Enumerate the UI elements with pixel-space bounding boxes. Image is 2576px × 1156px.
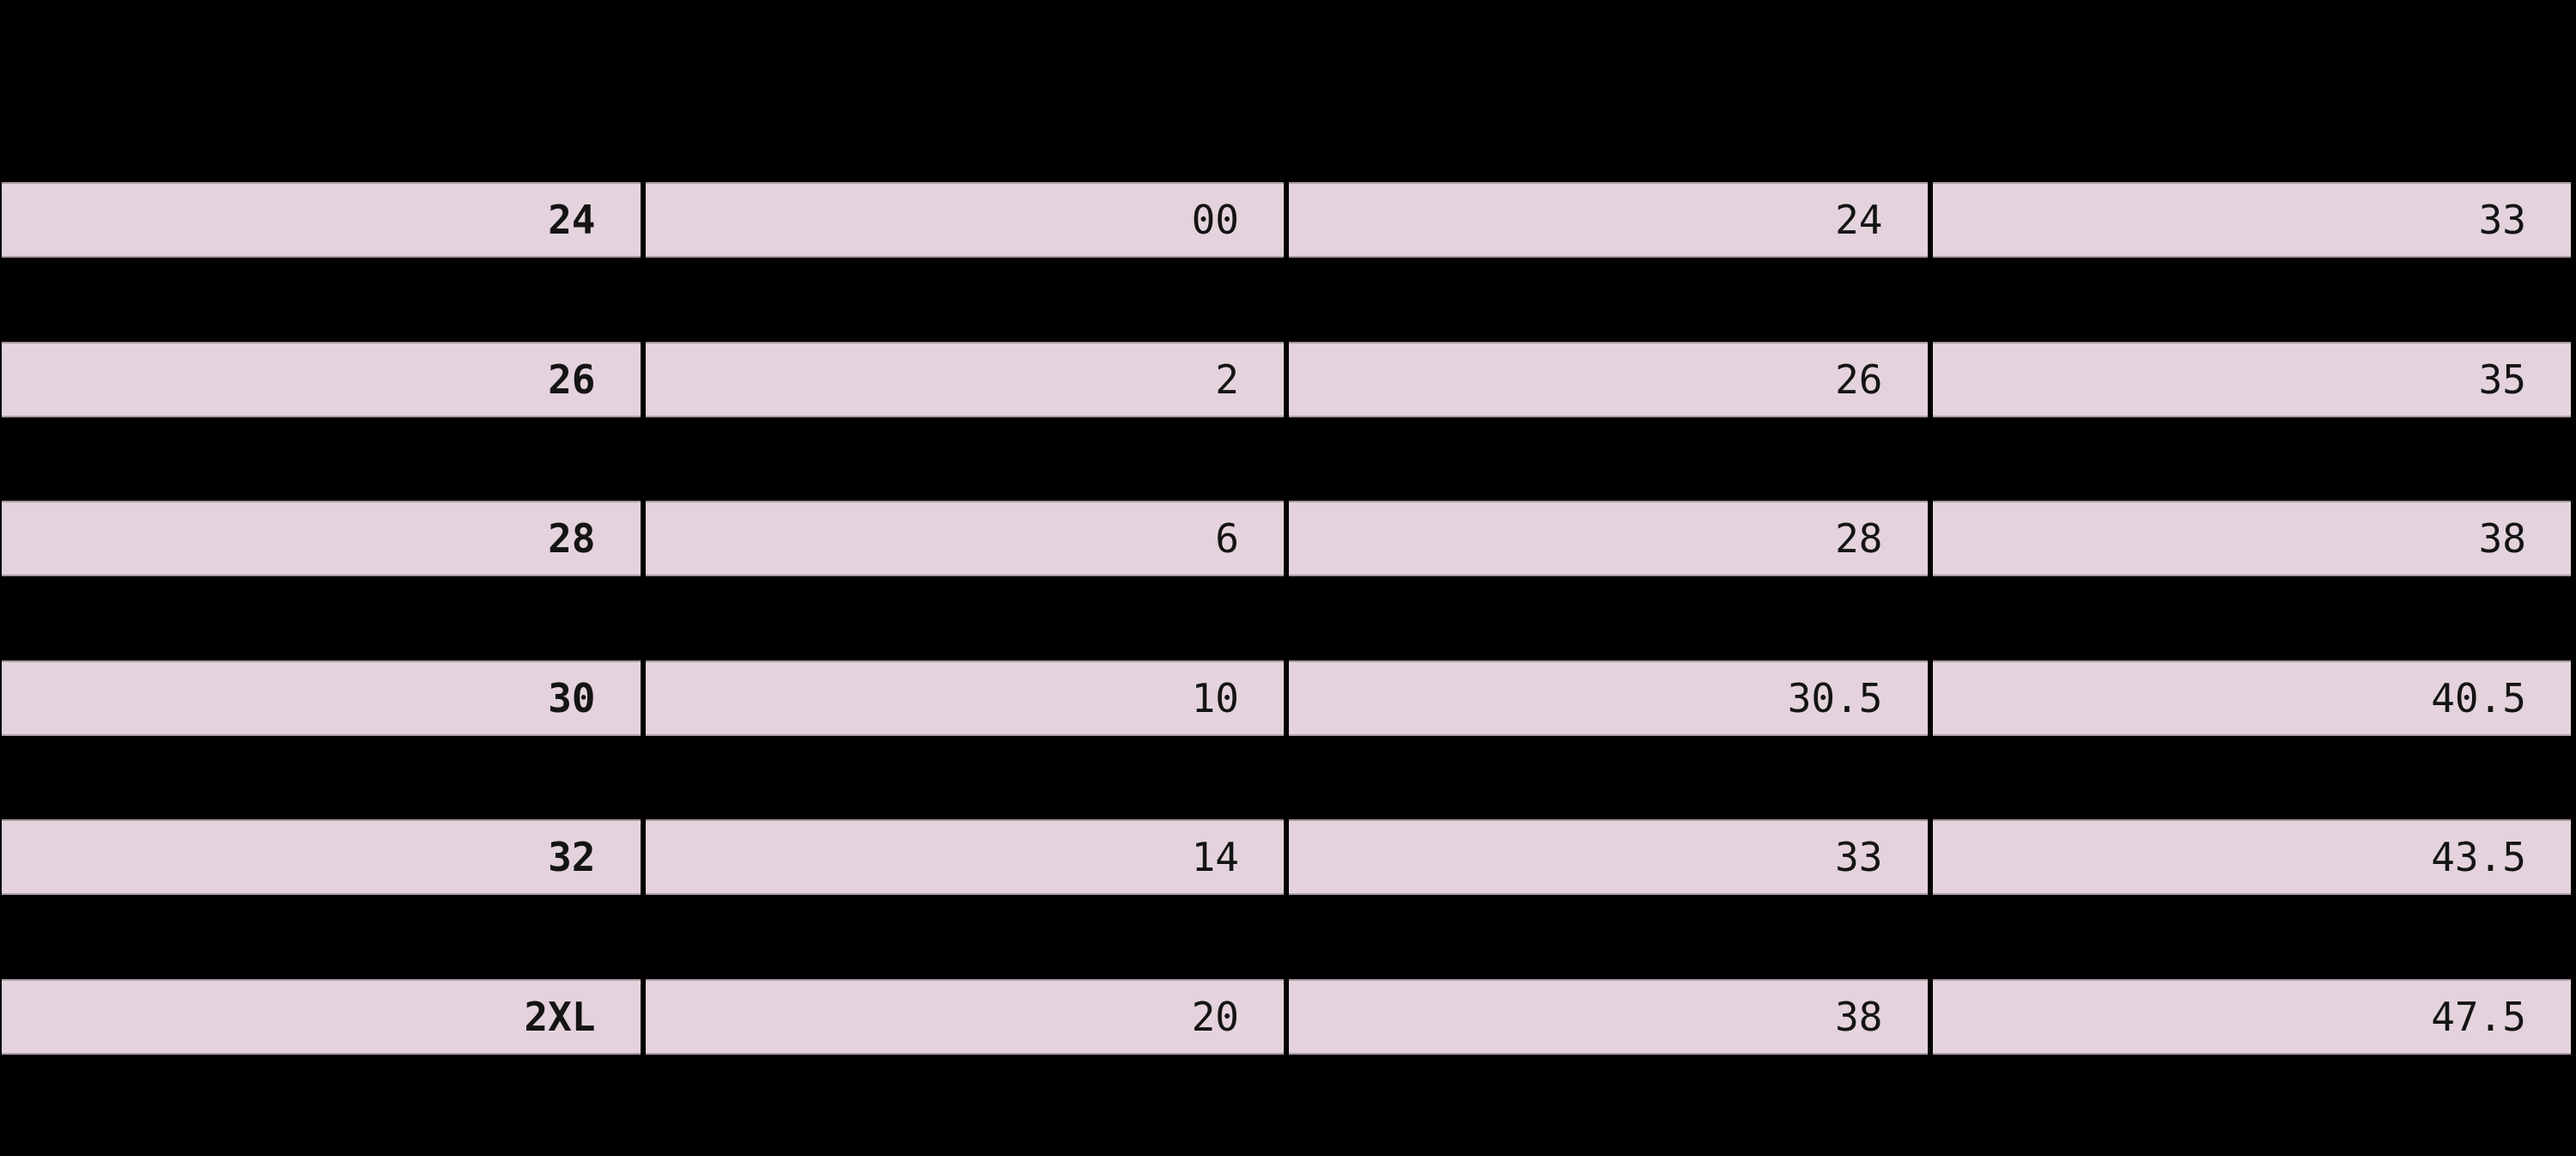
- size-cell: 30: [2, 660, 641, 736]
- value-cell: 28: [1289, 501, 1928, 576]
- value-cell: 26: [1289, 342, 1928, 417]
- value-cell: 24: [1289, 182, 1928, 258]
- value-cell: 38: [1932, 501, 2571, 576]
- value-cell: 14: [645, 819, 1284, 895]
- size-cell: 28: [2, 501, 641, 576]
- value-cell: 6: [645, 501, 1284, 576]
- table-row: 32 14 33 43.5: [2, 819, 2571, 895]
- table-row: 26 2 26 35: [2, 342, 2571, 417]
- value-cell: 2: [645, 342, 1284, 417]
- value-cell: 38: [1289, 979, 1928, 1055]
- value-cell: 47.5: [1932, 979, 2571, 1055]
- table-row: 28 6 28 38: [2, 501, 2571, 576]
- value-cell: 30.5: [1289, 660, 1928, 736]
- value-cell: 35: [1932, 342, 2571, 417]
- value-cell: 43.5: [1932, 819, 2571, 895]
- table-row: 24 00 24 33: [2, 182, 2571, 258]
- value-cell: 40.5: [1932, 660, 2571, 736]
- value-cell: 10: [645, 660, 1284, 736]
- size-cell: 32: [2, 819, 641, 895]
- value-cell: 33: [1289, 819, 1928, 895]
- table-row: 30 10 30.5 40.5: [2, 660, 2571, 736]
- size-cell: 24: [2, 182, 641, 258]
- size-cell: 26: [2, 342, 641, 417]
- table-row: 2XL 20 38 47.5: [2, 979, 2571, 1055]
- size-cell: 2XL: [2, 979, 641, 1055]
- value-cell: 20: [645, 979, 1284, 1055]
- value-cell: 33: [1932, 182, 2571, 258]
- value-cell: 00: [645, 182, 1284, 258]
